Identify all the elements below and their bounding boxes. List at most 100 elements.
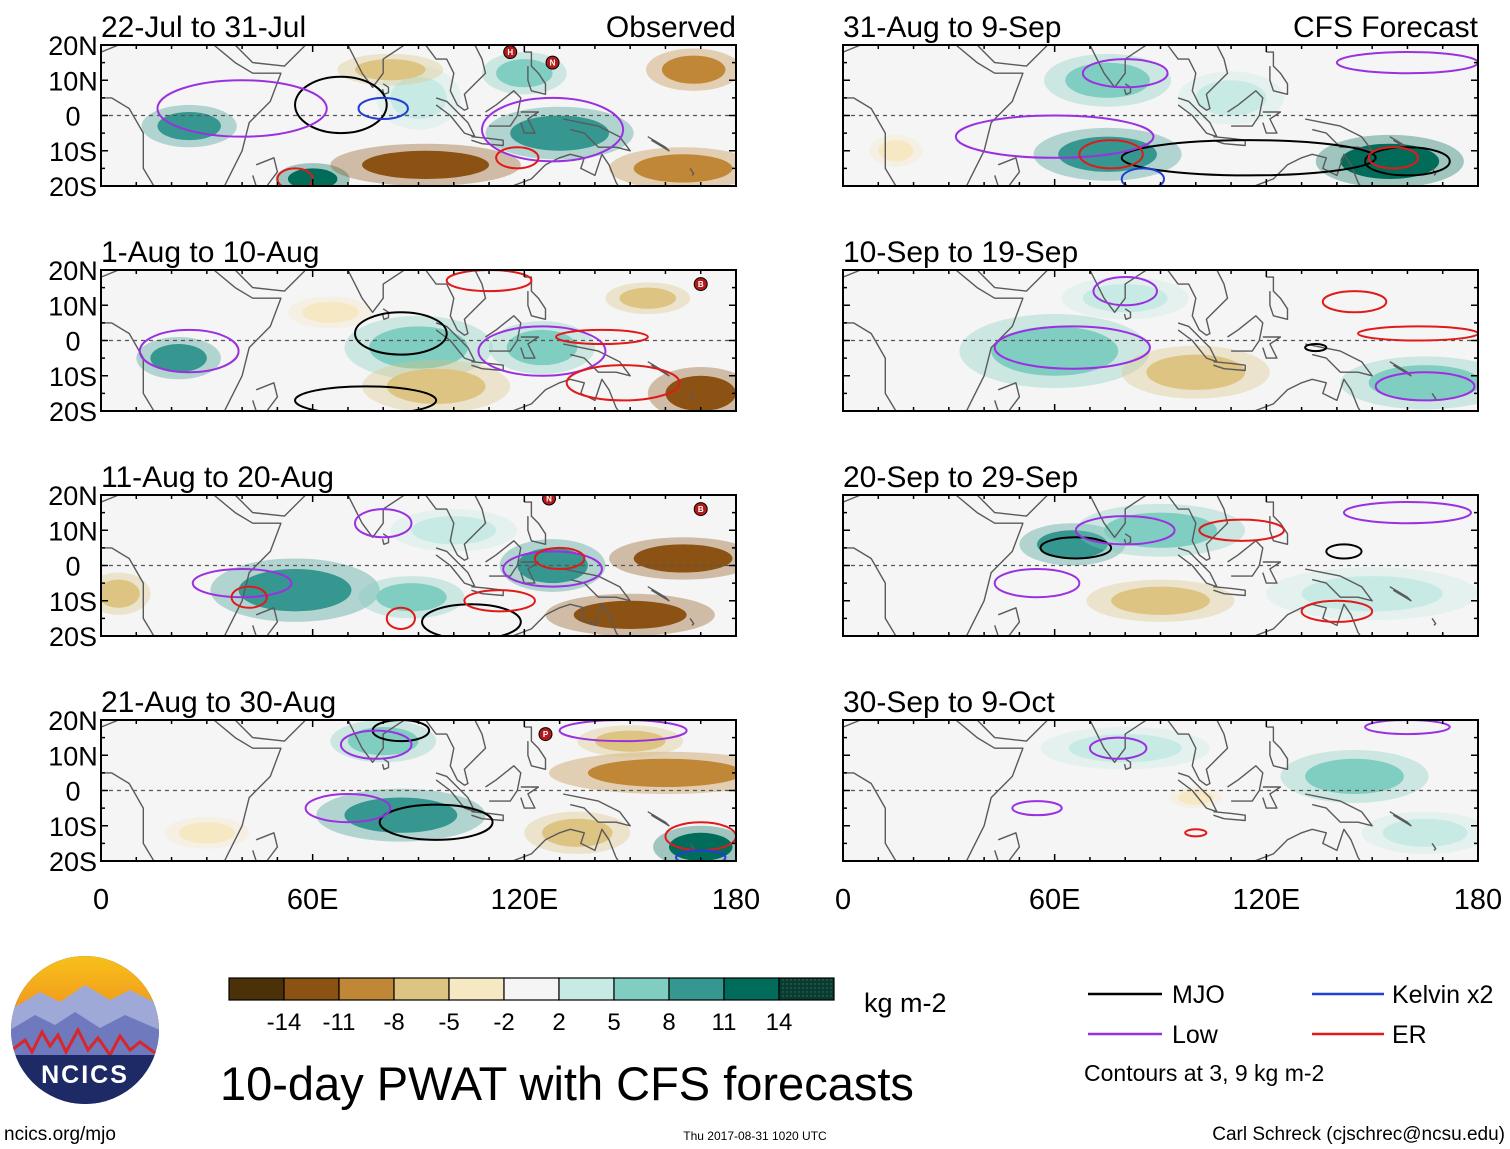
colorbar-units: kg m-2 bbox=[864, 988, 947, 1018]
legend: MJO Kelvin x2 Low ER Contours at 3, 9 kg… bbox=[1084, 981, 1493, 1086]
contour-low bbox=[156, 79, 328, 138]
coastline-arabia bbox=[976, 495, 1049, 517]
contour-mjo bbox=[378, 803, 494, 841]
coastline-new-guinea bbox=[1304, 343, 1373, 377]
logo-text: NCICS bbox=[41, 1061, 129, 1089]
coastline-taiwan bbox=[526, 45, 531, 46]
colorbar-swatch bbox=[668, 977, 725, 1001]
coastline-taiwan bbox=[1268, 45, 1273, 46]
contour-low bbox=[481, 96, 625, 163]
lat-label: 0 bbox=[65, 327, 80, 357]
contour-low bbox=[339, 729, 413, 760]
coastline-madagascar bbox=[994, 607, 1021, 636]
pwat-anomaly bbox=[1301, 576, 1443, 612]
pwat-anomaly bbox=[1065, 62, 1150, 98]
lat-label: 20S bbox=[49, 172, 97, 202]
pwat-anomaly bbox=[101, 579, 140, 608]
svg-text:N: N bbox=[550, 59, 556, 68]
coastline-sri-lanka bbox=[381, 308, 390, 320]
coastline-java bbox=[1213, 136, 1246, 147]
lat-label: 10N bbox=[48, 741, 98, 771]
svg-text:P: P bbox=[543, 730, 549, 739]
coastline-indochina bbox=[1167, 720, 1229, 786]
colorbar-tick-label: 2 bbox=[552, 1009, 565, 1036]
pwat-anomaly bbox=[1146, 354, 1246, 390]
panel-title: 30-Sep to 9-Oct bbox=[843, 686, 1055, 719]
lat-label: 10N bbox=[48, 291, 98, 321]
coastline-arabia bbox=[234, 270, 307, 292]
observed-label: Observed bbox=[606, 11, 736, 44]
lon-label: 0 bbox=[93, 884, 109, 916]
contour-er bbox=[565, 364, 681, 402]
coastline-arabia bbox=[976, 720, 1049, 742]
coastline-java bbox=[1213, 811, 1246, 822]
coastline-vanuatu-fiji bbox=[1431, 618, 1437, 626]
lat-label: 0 bbox=[65, 102, 80, 132]
coastline-java bbox=[471, 586, 504, 597]
pwat-anomaly bbox=[355, 59, 426, 81]
svg-text:H: H bbox=[507, 48, 513, 57]
coastline-arabia bbox=[234, 495, 307, 517]
lat-label: 10S bbox=[49, 137, 97, 167]
lat-label: 20N bbox=[48, 31, 98, 61]
pwat-anomaly bbox=[633, 544, 733, 573]
contour-mjo bbox=[294, 75, 388, 135]
coastline-new-guinea bbox=[562, 793, 631, 827]
colorbar-tick-label: 14 bbox=[766, 1009, 793, 1036]
coastline-solomons bbox=[1389, 586, 1412, 602]
pwat-anomaly bbox=[668, 832, 733, 861]
colorbar-tick-label: 8 bbox=[662, 1009, 675, 1036]
pwat-anomaly bbox=[587, 758, 736, 787]
coastline-taiwan bbox=[526, 720, 531, 721]
coastline-madagascar bbox=[994, 832, 1021, 861]
coastline-vanuatu-fiji bbox=[689, 618, 695, 626]
coastline-indochina bbox=[1167, 45, 1229, 111]
coastline-arabia bbox=[234, 720, 307, 742]
ncics-logo: NCICS bbox=[11, 956, 159, 1104]
contour-mjo bbox=[1304, 343, 1328, 353]
coastline-australia bbox=[1252, 828, 1362, 861]
lon-label: 180 bbox=[712, 884, 760, 916]
coastline-borneo bbox=[1227, 90, 1264, 127]
storm-marker: H bbox=[503, 45, 518, 60]
coastline-madagascar bbox=[994, 157, 1021, 186]
pwat-anomaly bbox=[665, 375, 736, 411]
pwat-anomaly bbox=[1195, 80, 1267, 116]
contour-kelvin bbox=[675, 849, 727, 861]
colorbar-swatch bbox=[558, 977, 615, 1001]
contour-low bbox=[138, 328, 240, 374]
contour-low bbox=[1088, 736, 1148, 760]
coastline-indochina bbox=[425, 270, 487, 336]
coastline-vanuatu-fiji bbox=[689, 393, 695, 401]
lat-label: 20S bbox=[49, 397, 97, 427]
contour-low bbox=[191, 568, 293, 599]
coastline-sri-lanka bbox=[1123, 83, 1132, 95]
pwat-anomaly bbox=[344, 797, 458, 833]
coastline-borneo bbox=[1227, 765, 1264, 802]
storm-marker: B bbox=[693, 277, 708, 292]
coastline-india bbox=[1082, 270, 1147, 313]
pwat-anomaly bbox=[496, 59, 553, 88]
coastline-sri-lanka bbox=[1123, 308, 1132, 320]
lat-label: 10S bbox=[49, 362, 97, 392]
lat-label: 20N bbox=[48, 481, 98, 511]
pwat-anomaly bbox=[376, 583, 447, 612]
coastline-borneo bbox=[485, 765, 522, 802]
lat-label: 20S bbox=[49, 622, 97, 652]
coastline-indochina bbox=[425, 720, 487, 786]
contour-low bbox=[1364, 720, 1451, 736]
pwat-anomaly bbox=[506, 329, 578, 366]
coastline-solomons bbox=[1389, 361, 1412, 377]
coastline-sri-lanka bbox=[1123, 533, 1132, 545]
coastline-india bbox=[340, 270, 405, 313]
lon-label: 180 bbox=[1454, 884, 1502, 916]
coastline-solomons bbox=[647, 136, 670, 152]
lat-label: 20N bbox=[48, 256, 98, 286]
coastline-new-guinea bbox=[1304, 568, 1373, 602]
panel-title: 10-Sep to 19-Sep bbox=[843, 236, 1078, 269]
contour-er bbox=[555, 328, 649, 346]
coastline-solomons bbox=[647, 586, 670, 602]
colorbar-swatch bbox=[613, 977, 670, 1001]
coastline-sulawesi bbox=[520, 786, 540, 809]
pwat-anomaly bbox=[362, 150, 490, 179]
